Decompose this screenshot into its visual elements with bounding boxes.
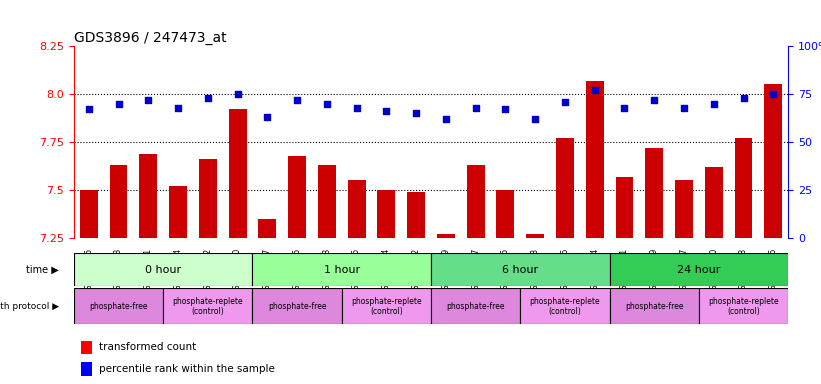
FancyBboxPatch shape — [609, 253, 788, 286]
FancyBboxPatch shape — [253, 253, 431, 286]
FancyBboxPatch shape — [253, 288, 342, 324]
Bar — [199, 159, 217, 238]
FancyBboxPatch shape — [342, 288, 431, 324]
Point — [529, 116, 542, 122]
Bar — [735, 138, 753, 238]
Bar — [526, 234, 544, 238]
Text: 1 hour: 1 hour — [323, 265, 360, 275]
Point — [231, 91, 244, 97]
Text: 0 hour: 0 hour — [145, 265, 181, 275]
Bar — [169, 186, 187, 238]
FancyBboxPatch shape — [609, 288, 699, 324]
Bar — [80, 190, 98, 238]
Text: phosphate-free: phosphate-free — [447, 302, 505, 311]
Point — [439, 116, 452, 122]
Bar — [378, 190, 396, 238]
Bar — [81, 341, 92, 354]
FancyBboxPatch shape — [521, 288, 609, 324]
Point — [558, 99, 571, 105]
Bar — [259, 219, 276, 238]
Point — [618, 104, 631, 111]
Text: phosphate-free: phosphate-free — [89, 302, 148, 311]
Bar — [407, 192, 425, 238]
Point — [499, 106, 512, 113]
FancyBboxPatch shape — [74, 253, 253, 286]
Point — [588, 87, 601, 93]
Bar — [616, 177, 634, 238]
Text: time ▶: time ▶ — [26, 265, 59, 275]
Bar — [675, 180, 693, 238]
Bar — [497, 190, 514, 238]
FancyBboxPatch shape — [431, 288, 521, 324]
Point — [112, 101, 125, 107]
Bar — [704, 167, 722, 238]
Point — [469, 104, 482, 111]
Point — [737, 95, 750, 101]
Bar — [318, 165, 336, 238]
Text: 24 hour: 24 hour — [677, 265, 721, 275]
Text: phosphate-replete
(control): phosphate-replete (control) — [172, 296, 243, 316]
Text: transformed count: transformed count — [99, 343, 196, 353]
Bar — [437, 234, 455, 238]
Point — [172, 104, 185, 111]
Text: 6 hour: 6 hour — [502, 265, 539, 275]
Bar — [466, 165, 484, 238]
Point — [380, 108, 393, 114]
Text: phosphate-replete
(control): phosphate-replete (control) — [530, 296, 600, 316]
Bar — [586, 81, 603, 238]
Text: phosphate-replete
(control): phosphate-replete (control) — [709, 296, 779, 316]
Text: percentile rank within the sample: percentile rank within the sample — [99, 364, 275, 374]
Text: growth protocol ▶: growth protocol ▶ — [0, 302, 59, 311]
Point — [201, 95, 214, 101]
Point — [261, 114, 274, 120]
Bar — [81, 362, 92, 376]
Bar — [348, 180, 365, 238]
Text: phosphate-free: phosphate-free — [625, 302, 684, 311]
Point — [677, 104, 690, 111]
Bar — [110, 165, 127, 238]
Point — [291, 97, 304, 103]
Bar — [229, 109, 246, 238]
Point — [767, 91, 780, 97]
Bar — [288, 156, 306, 238]
Text: GDS3896 / 247473_at: GDS3896 / 247473_at — [74, 31, 227, 45]
FancyBboxPatch shape — [163, 288, 253, 324]
Text: phosphate-replete
(control): phosphate-replete (control) — [351, 296, 422, 316]
Bar — [140, 154, 158, 238]
Point — [320, 101, 333, 107]
Bar — [556, 138, 574, 238]
Point — [82, 106, 95, 113]
Bar — [645, 148, 663, 238]
Point — [142, 97, 155, 103]
Text: phosphate-free: phosphate-free — [268, 302, 327, 311]
Point — [350, 104, 363, 111]
Bar — [764, 84, 782, 238]
FancyBboxPatch shape — [699, 288, 788, 324]
Point — [707, 101, 720, 107]
FancyBboxPatch shape — [74, 288, 163, 324]
Point — [410, 110, 423, 116]
FancyBboxPatch shape — [431, 253, 609, 286]
Point — [648, 97, 661, 103]
